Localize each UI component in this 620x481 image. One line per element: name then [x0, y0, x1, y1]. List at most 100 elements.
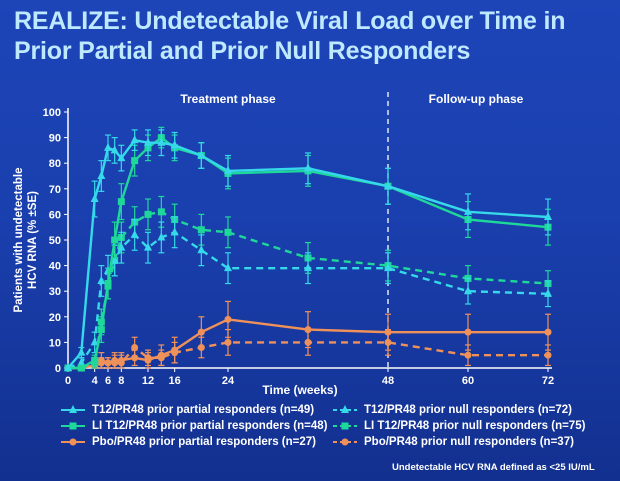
legend-key-marker — [69, 422, 77, 430]
data-point — [104, 280, 112, 288]
data-point — [97, 326, 105, 334]
data-point — [224, 165, 232, 174]
y-tick-label: 100 — [43, 107, 61, 119]
data-point — [104, 359, 112, 367]
legend-key-dashed-triangle — [333, 405, 357, 413]
slide-title: REALIZE: Undetectable Viral Load over Ti… — [14, 6, 614, 66]
data-point — [544, 211, 552, 220]
x-tick-label: 24 — [222, 375, 235, 387]
data-point — [144, 356, 152, 364]
legend-label: LI T12/PR48 prior partial responders (n=… — [92, 420, 328, 432]
data-point — [90, 337, 99, 346]
data-point — [130, 229, 139, 238]
data-point — [304, 326, 312, 334]
data-point — [130, 135, 139, 144]
data-point — [111, 236, 119, 244]
data-point — [157, 351, 165, 359]
legend-label: T12/PR48 prior null responders (n=72) — [364, 404, 573, 416]
y-tick-label: 60 — [49, 209, 61, 221]
legend-key-dashed-circle — [333, 438, 357, 446]
legend-row-pbo: Pbo/PR48 prior partial responders (n=27)… — [60, 434, 620, 450]
data-point — [224, 315, 232, 323]
y-tick-label: 20 — [49, 312, 61, 324]
data-point — [111, 356, 119, 364]
title-line-2: Prior Partial and Prior Null Responders — [14, 37, 471, 65]
data-point — [117, 242, 126, 251]
y-tick-label: 70 — [49, 184, 61, 196]
followup-phase-label: Follow-up phase — [429, 92, 524, 106]
legend-key-solid-circle — [61, 438, 85, 446]
data-point — [131, 354, 139, 362]
legend-key-marker — [69, 438, 77, 446]
series-0 — [64, 129, 552, 371]
data-point — [197, 245, 206, 254]
data-point — [171, 346, 179, 354]
y-tick-label: 0 — [55, 363, 61, 375]
data-point — [197, 328, 205, 336]
data-point — [77, 364, 85, 372]
x-tick-label: 16 — [169, 375, 181, 387]
series-line — [68, 210, 549, 370]
data-point — [464, 328, 472, 336]
legend-key-solid-square — [61, 422, 85, 430]
x-tick-label: 0 — [65, 375, 71, 387]
data-point — [144, 210, 152, 218]
legend-item: T12/PR48 prior partial responders (n=49) — [60, 404, 332, 416]
data-point — [131, 157, 139, 165]
data-point — [117, 356, 125, 364]
data-point — [544, 288, 552, 297]
data-point — [224, 263, 232, 272]
data-point — [91, 356, 99, 364]
data-point — [157, 208, 165, 216]
data-point — [544, 351, 552, 359]
data-point — [144, 137, 152, 146]
treatment-phase-label: Treatment phase — [180, 92, 276, 106]
data-point — [197, 226, 205, 234]
legend-item: Pbo/PR48 prior null responders (n=37) — [332, 436, 574, 448]
legend-key-dashed-square — [333, 422, 357, 430]
legend-row-li-t12: LI T12/PR48 prior partial responders (n=… — [60, 418, 620, 434]
legend-row-t12: T12/PR48 prior partial responders (n=49)… — [60, 402, 620, 418]
data-point — [304, 263, 312, 272]
chart-area: 0 10 20 30 40 50 60 70 80 90 100 0 4 6 8 12 16 24 48 60 72 Ti… — [43, 92, 554, 397]
data-point — [104, 142, 112, 151]
data-point — [97, 171, 106, 179]
data-point — [90, 194, 99, 203]
series-line — [67, 231, 549, 370]
data-point — [224, 338, 232, 346]
series-line — [68, 341, 548, 370]
data-point — [117, 198, 125, 206]
data-point — [464, 206, 472, 215]
data-point — [97, 359, 105, 367]
x-axis-label: Time (weeks) — [262, 383, 337, 397]
data-point — [157, 232, 166, 241]
data-point — [131, 344, 139, 352]
title-line-1: REALIZE: Undetectable Viral Load over Ti… — [14, 7, 566, 35]
legend-item: LI T12/PR48 prior null responders (n=75) — [332, 420, 585, 432]
x-tick-label: 4 — [92, 375, 99, 387]
data-point — [110, 145, 119, 154]
data-point — [384, 328, 392, 336]
legend-key-marker — [341, 438, 349, 446]
data-point — [464, 286, 472, 295]
data-point — [170, 140, 179, 149]
y-tick-label: 10 — [49, 337, 61, 349]
data-point — [384, 263, 392, 272]
data-point — [64, 363, 72, 371]
data-point — [117, 153, 126, 162]
data-point — [170, 227, 179, 236]
x-tick-label: 72 — [542, 375, 554, 387]
chart-legend: T12/PR48 prior partial responders (n=49)… — [60, 402, 620, 450]
y-tick-label: 90 — [49, 133, 61, 145]
x-tick-label: 12 — [142, 375, 154, 387]
data-point — [144, 242, 152, 251]
legend-key-marker — [341, 422, 349, 430]
data-point — [224, 228, 232, 236]
data-point — [384, 181, 392, 190]
data-point — [77, 357, 86, 366]
data-point — [544, 328, 552, 336]
x-tick-label: 8 — [118, 375, 124, 387]
legend-label: T12/PR48 prior partial responders (n=49) — [92, 404, 315, 416]
legend-key-solid-triangle — [61, 405, 85, 413]
data-point — [464, 351, 472, 359]
